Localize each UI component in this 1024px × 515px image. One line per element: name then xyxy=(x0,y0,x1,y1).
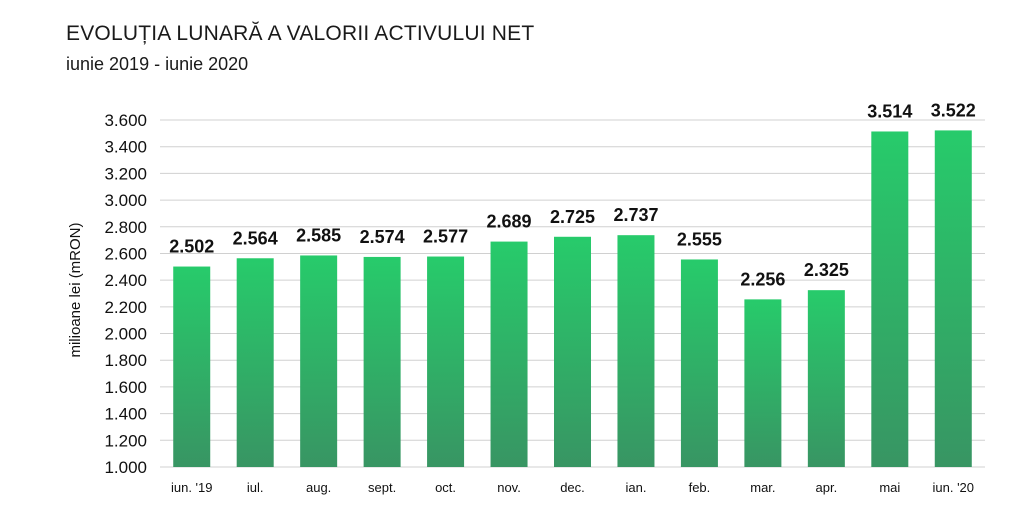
x-axis-ticks: iun. '19 iul. aug. sept. oct. nov. dec. ian. feb… xyxy=(171,480,974,495)
x-tick-label: apr. xyxy=(816,480,838,495)
bar xyxy=(617,235,655,467)
bar xyxy=(807,290,845,467)
grid-lines xyxy=(160,119,985,468)
bar xyxy=(427,256,465,467)
data-labels: 2.502 2.564 2.585 2.574 2.577 2.689 2.725 2.737… xyxy=(169,100,976,289)
bar xyxy=(363,256,401,467)
x-tick-label: feb. xyxy=(689,480,711,495)
y-tick-label: 1.800 xyxy=(104,351,147,370)
data-label: 2.555 xyxy=(677,229,722,249)
data-label: 2.564 xyxy=(233,228,278,248)
x-tick-label: iun. '19 xyxy=(171,480,213,495)
bars xyxy=(173,130,972,467)
data-label: 2.502 xyxy=(169,237,214,257)
x-tick-label: iul. xyxy=(247,480,264,495)
y-tick-label: 1.400 xyxy=(104,405,147,424)
y-tick-label: 3.200 xyxy=(104,164,147,183)
y-tick-label: 3.600 xyxy=(104,111,147,130)
bar xyxy=(490,241,528,467)
bar xyxy=(744,299,782,467)
y-tick-label: 1.000 xyxy=(104,458,147,477)
y-tick-label: 2.000 xyxy=(104,325,147,344)
y-tick-label: 2.400 xyxy=(104,271,147,290)
data-label: 3.522 xyxy=(931,100,976,120)
y-tick-label: 1.600 xyxy=(104,378,147,397)
x-tick-label: mai xyxy=(879,480,900,495)
x-tick-label: mar. xyxy=(750,480,775,495)
data-label: 2.574 xyxy=(360,227,405,247)
bar xyxy=(300,255,338,467)
y-tick-label: 2.800 xyxy=(104,218,147,237)
y-tick-label: 3.400 xyxy=(104,138,147,157)
data-label: 2.577 xyxy=(423,227,468,247)
data-label: 2.689 xyxy=(487,212,532,232)
bar xyxy=(680,259,718,467)
bar xyxy=(934,130,972,467)
x-tick-label: nov. xyxy=(497,480,521,495)
bar xyxy=(871,131,909,467)
y-tick-label: 1.200 xyxy=(104,431,147,450)
x-tick-label: ian. xyxy=(625,480,646,495)
data-label: 2.325 xyxy=(804,260,849,280)
data-label: 2.256 xyxy=(740,269,785,289)
y-axis-label: milioane lei (mRON) xyxy=(67,222,84,357)
y-axis-ticks: 1.000 1.200 1.400 1.600 1.800 2.000 2.200 2.400… xyxy=(104,111,147,477)
y-tick-label: 3.000 xyxy=(104,191,147,210)
x-tick-label: dec. xyxy=(560,480,585,495)
data-label: 3.514 xyxy=(867,101,912,121)
bar xyxy=(173,266,211,467)
data-label: 2.585 xyxy=(296,225,341,245)
x-tick-label: aug. xyxy=(306,480,331,495)
bar xyxy=(554,236,591,467)
y-tick-label: 2.200 xyxy=(104,298,147,317)
data-label: 2.725 xyxy=(550,207,595,227)
data-label: 2.737 xyxy=(613,205,658,225)
y-tick-label: 2.600 xyxy=(104,244,147,263)
x-tick-label: sept. xyxy=(368,480,396,495)
chart-subtitle: iunie 2019 - iunie 2020 xyxy=(66,54,249,74)
bar xyxy=(236,258,274,467)
x-tick-label: iun. '20 xyxy=(933,480,975,495)
x-tick-label: oct. xyxy=(435,480,456,495)
chart-title: EVOLUȚIA LUNARĂ A VALORII ACTIVULUI NET xyxy=(66,22,535,45)
